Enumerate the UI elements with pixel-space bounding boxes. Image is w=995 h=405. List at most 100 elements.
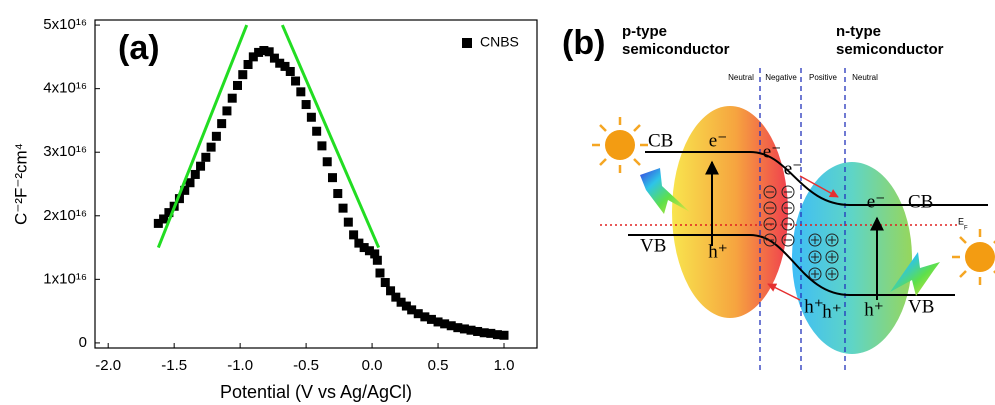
data-point bbox=[185, 178, 195, 188]
y-tick-label: 1x10¹⁶ bbox=[43, 270, 87, 287]
y-tick-label: 3x10¹⁶ bbox=[43, 143, 87, 160]
fit-line bbox=[156, 24, 249, 249]
panel-label: (b) bbox=[562, 24, 605, 62]
x-tick-label: 0.5 bbox=[428, 357, 449, 374]
conduction-band bbox=[645, 151, 988, 206]
data-point bbox=[473, 326, 483, 336]
n-type-label: semiconductor bbox=[836, 41, 944, 58]
sun-icon bbox=[592, 117, 648, 173]
x-tick-label: -1.5 bbox=[161, 357, 187, 374]
data-point bbox=[222, 106, 232, 116]
band-label: CB bbox=[648, 130, 673, 151]
electron-transfer-arrow bbox=[799, 175, 839, 198]
data-point bbox=[420, 312, 430, 322]
data-point bbox=[248, 52, 258, 62]
depletion-boundaries bbox=[759, 68, 846, 372]
data-point bbox=[380, 278, 390, 288]
data-point bbox=[492, 330, 502, 340]
data-point bbox=[349, 230, 359, 240]
data-point bbox=[372, 255, 382, 265]
data-point bbox=[401, 301, 411, 311]
light-bolt bbox=[890, 252, 940, 296]
data-point bbox=[264, 47, 274, 57]
data-point bbox=[306, 112, 316, 122]
valence-band bbox=[628, 234, 955, 296]
data-point bbox=[190, 169, 200, 179]
data-point bbox=[322, 157, 332, 167]
x-tick-label: -0.5 bbox=[293, 357, 319, 374]
data-point bbox=[327, 173, 337, 183]
data-point bbox=[217, 119, 227, 129]
x-tick-label: 0.0 bbox=[362, 357, 383, 374]
data-point bbox=[375, 268, 385, 278]
data-point bbox=[453, 323, 463, 333]
data-point bbox=[159, 214, 169, 224]
electron: e⁻ bbox=[867, 191, 885, 212]
data-point bbox=[426, 314, 436, 324]
p-semiconductor bbox=[672, 106, 788, 318]
data-point bbox=[499, 330, 509, 340]
hole: h⁺ bbox=[822, 301, 842, 322]
data-point bbox=[180, 185, 190, 195]
data-point bbox=[196, 161, 206, 171]
data-point bbox=[354, 238, 364, 248]
x-axis-label: Potential (V vs Ag/AgCl) bbox=[220, 382, 412, 402]
data-point bbox=[433, 317, 443, 327]
data-point bbox=[291, 76, 301, 86]
data-point bbox=[164, 208, 174, 218]
n-semiconductor bbox=[792, 162, 912, 354]
data-point bbox=[407, 305, 417, 315]
band-label: VB bbox=[640, 235, 666, 256]
y-tick-label: 5x10¹⁶ bbox=[43, 16, 87, 33]
p-type-label: semiconductor bbox=[622, 41, 730, 58]
n-type-label: n-type bbox=[836, 23, 881, 40]
band-label: VB bbox=[908, 296, 934, 317]
fit-line bbox=[280, 24, 381, 249]
electron: e⁻ bbox=[784, 158, 802, 179]
data-point bbox=[206, 142, 216, 152]
region-label: Neutral bbox=[852, 73, 878, 82]
data-point bbox=[396, 297, 406, 307]
data-point bbox=[370, 249, 380, 259]
panel-label: (a) bbox=[118, 29, 160, 67]
data-point bbox=[201, 152, 211, 162]
region-label: Positive bbox=[809, 73, 838, 82]
region-label: Neutral bbox=[728, 73, 754, 82]
fermi-label: F bbox=[964, 226, 968, 232]
data-point bbox=[301, 100, 311, 110]
data-point bbox=[317, 141, 327, 151]
plot-frame bbox=[94, 19, 538, 349]
data-point bbox=[174, 194, 184, 204]
x-tick-label: -1.0 bbox=[227, 357, 253, 374]
data-point bbox=[386, 286, 396, 296]
data-point bbox=[259, 46, 269, 56]
legend-marker bbox=[462, 38, 472, 48]
data-point bbox=[232, 80, 242, 90]
data-point bbox=[333, 189, 343, 199]
electron: e⁻ bbox=[709, 130, 727, 151]
positive-charges bbox=[808, 233, 839, 281]
data-point bbox=[440, 319, 450, 329]
diagram-b: (b) p-typesemiconductorn-typesemiconducto… bbox=[562, 23, 995, 372]
data-point bbox=[459, 324, 469, 334]
data-point bbox=[466, 325, 476, 335]
data-point bbox=[413, 309, 423, 319]
y-axis-label: C⁻²F⁻²cm⁴ bbox=[11, 143, 30, 225]
data-point bbox=[243, 59, 253, 69]
data-point bbox=[238, 70, 248, 80]
legend-label: CNBS bbox=[480, 34, 519, 50]
data-point bbox=[486, 328, 496, 338]
data-point bbox=[280, 61, 290, 71]
data-point bbox=[269, 53, 279, 63]
x-tick-label: 1.0 bbox=[494, 357, 515, 374]
hole: h⁺ bbox=[864, 299, 884, 320]
data-point bbox=[359, 243, 369, 253]
x-tick-label: -2.0 bbox=[95, 357, 121, 374]
fermi-label: E bbox=[958, 216, 964, 226]
data-point bbox=[296, 87, 306, 97]
negative-charges bbox=[763, 185, 795, 247]
hole: h⁺ bbox=[804, 296, 824, 317]
electron: e⁻ bbox=[763, 141, 781, 162]
data-point bbox=[254, 47, 264, 57]
